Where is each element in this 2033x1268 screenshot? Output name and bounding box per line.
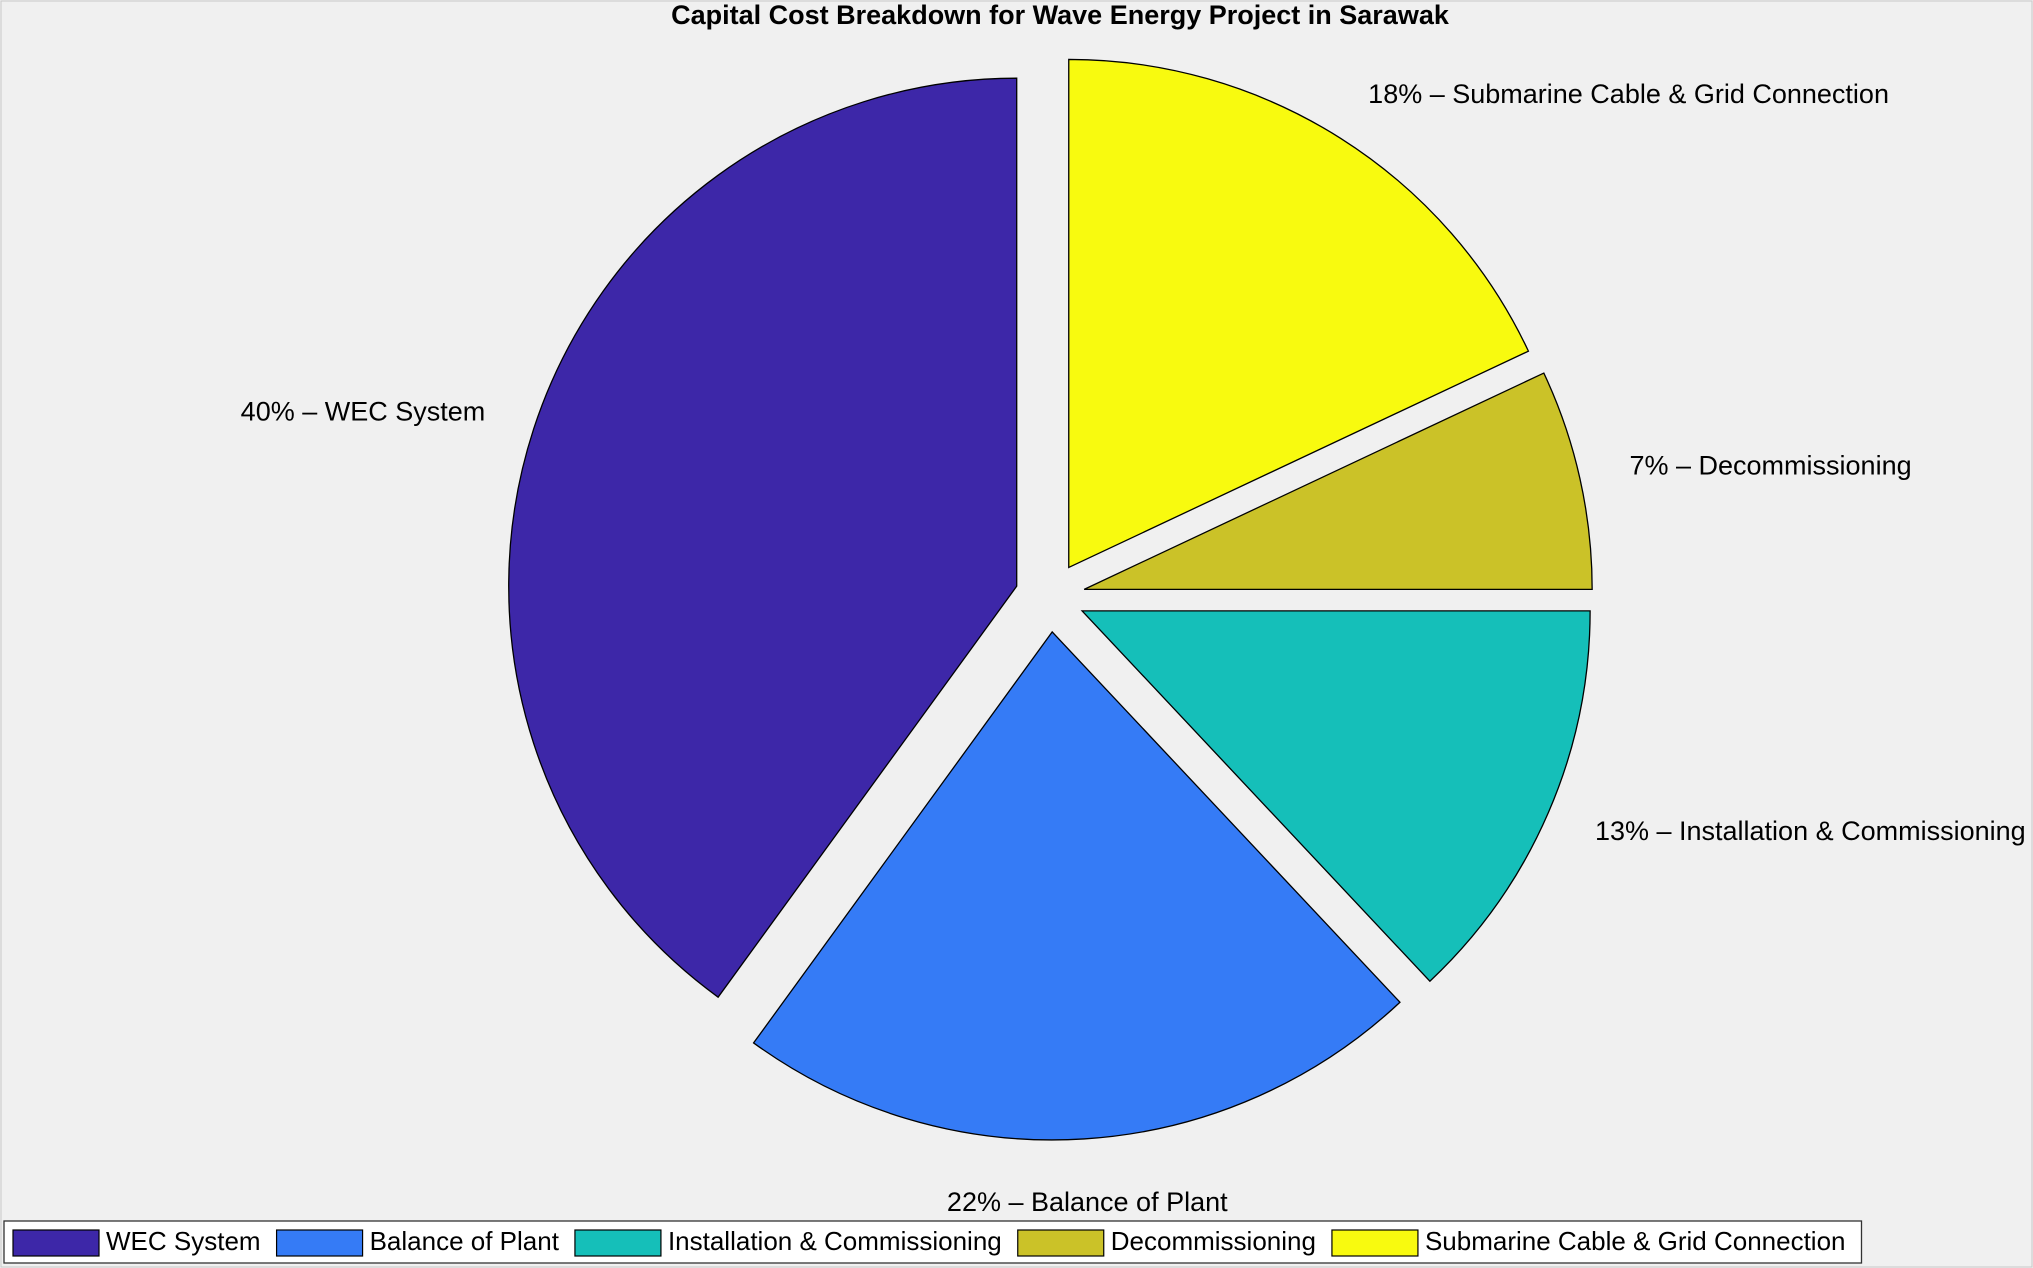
legend-label: WEC System xyxy=(106,1226,261,1256)
pie-slice xyxy=(1080,610,1591,983)
legend-swatch xyxy=(1331,1229,1419,1257)
legend-label: Submarine Cable & Grid Connection xyxy=(1425,1226,1846,1256)
legend-swatch xyxy=(12,1229,100,1257)
chart-title: Capital Cost Breakdown for Wave Energy P… xyxy=(671,0,1450,30)
legend-label: Balance of Plant xyxy=(370,1226,560,1256)
legend-swatch xyxy=(275,1229,364,1257)
slice-label: 13% – Installation & Commissioning xyxy=(1595,816,2026,846)
slice-label: 22% – Balance of Plant xyxy=(947,1187,1228,1217)
pie-slice xyxy=(1083,372,1593,591)
legend-swatch xyxy=(1017,1229,1105,1257)
pie-slice xyxy=(1068,58,1530,569)
pie-slice xyxy=(508,77,1018,999)
slice-label: 7% – Decommissioning xyxy=(1629,451,1911,481)
legend-swatch xyxy=(574,1229,662,1257)
legend-label: Decommissioning xyxy=(1111,1226,1316,1256)
pie-slice xyxy=(752,630,1401,1141)
slice-label: 40% – WEC System xyxy=(241,397,486,427)
slice-label: 18% – Submarine Cable & Grid Connection xyxy=(1368,79,1889,109)
legend-label: Installation & Commissioning xyxy=(668,1226,1002,1256)
